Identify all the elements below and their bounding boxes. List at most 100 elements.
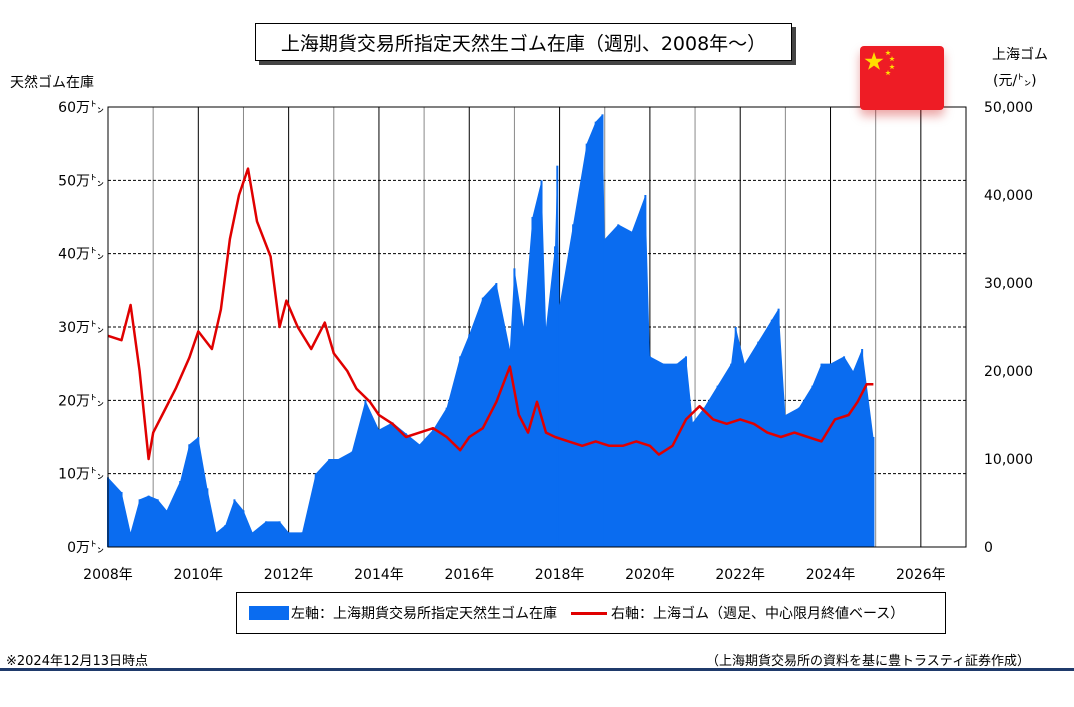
inventory-bar (820, 363, 823, 547)
x-axis-tick-label: 2012年 (264, 567, 314, 583)
inventory-bar (337, 459, 340, 547)
inventory-bar (197, 437, 200, 547)
inventory-bar (829, 363, 832, 547)
inventory-bar (188, 444, 191, 547)
x-axis-tick-label: 2020年 (625, 567, 675, 583)
inventory-bar (165, 510, 168, 547)
inventory-bar (743, 363, 746, 547)
inventory-bar (691, 422, 694, 547)
x-axis-tick-label: 2024年 (806, 567, 856, 583)
x-axis-tick-label: 2022年 (715, 567, 765, 583)
inventory-bar (265, 521, 268, 547)
inventory-bar (730, 363, 733, 547)
inventory-bar (459, 356, 462, 547)
left-axis-tick-label: 30万㌧ (58, 320, 104, 336)
x-axis-tick-label: 2018年 (535, 567, 585, 583)
inventory-bar (630, 231, 633, 547)
flag-star-small (889, 56, 895, 62)
left-axis-tick-label: 50万㌧ (58, 173, 104, 189)
right-axis-title-line1: 上海ゴム (992, 47, 1048, 63)
inventory-bar (522, 327, 525, 547)
inventory-bar (242, 510, 245, 547)
inventory-bar (206, 488, 209, 547)
left-axis-ticks: 0万㌧ 10万㌧ 20万㌧ 30万㌧ 40万㌧ 50万㌧ 60万㌧ (58, 100, 104, 556)
inventory-bar (603, 239, 606, 547)
inventory-bar (811, 385, 814, 547)
left-axis-tick-label: 10万㌧ (58, 467, 104, 483)
inventory-bar (572, 224, 575, 548)
inventory-bar (872, 437, 875, 547)
inventory-bar (716, 385, 719, 547)
inventory-bar (556, 165, 559, 547)
inventory-bar (364, 400, 367, 547)
inventory-bar (481, 297, 484, 547)
inventory-bar (301, 532, 304, 547)
inventory-bar (648, 356, 651, 547)
right-axis-tick-label: 50,000 (984, 100, 1033, 116)
price-line (107, 167, 874, 461)
chart-legend: 左軸：上海期貨交易所指定天然生ゴム在庫 右軸：上海ゴム（週足、中心限月終値ベース… (236, 592, 946, 634)
inventory-bar (558, 305, 561, 547)
x-axis-ticks: 2008年 2010年 2012年 2014年 2016年 2018年 2020年 2022年… (83, 567, 945, 583)
flag-star-large (864, 52, 884, 70)
inventory-bar (432, 429, 435, 547)
inventory-bar (278, 521, 281, 547)
inventory-bar (513, 268, 516, 547)
inventory-bar (675, 363, 678, 547)
inventory-bars (107, 114, 875, 548)
legend-line-swatch (571, 611, 607, 615)
inventory-bar (147, 495, 150, 547)
left-axis-title: 天然ゴム在庫 (10, 75, 94, 91)
inventory-bar (468, 334, 471, 547)
inventory-bar (797, 407, 800, 547)
inventory-bar (314, 473, 317, 547)
left-axis-tick-label: 60万㌧ (58, 100, 104, 116)
inventory-bar (445, 407, 448, 547)
right-axis-tick-label: 30,000 (984, 276, 1033, 292)
inventory-area (108, 114, 874, 547)
inventory-bar (601, 114, 604, 547)
plot-frame (107, 106, 967, 548)
inventory-bar (545, 327, 548, 547)
footnote-source: （上海期貨交易所の資料を基に豊トラスティ証券作成） (706, 654, 1030, 669)
inventory-bar (734, 327, 737, 547)
left-axis-tick-label: 0万㌧ (67, 540, 104, 556)
inventory-bar (777, 308, 780, 547)
inventory-bar (224, 525, 227, 547)
inventory-bar (594, 121, 597, 548)
footnote-date: ※2024年12月13日時点 (6, 654, 149, 669)
right-axis-tick-label: 0 (984, 540, 993, 556)
inventory-bar (215, 532, 218, 547)
inventory-bar (179, 481, 182, 547)
inventory-bar (495, 283, 498, 547)
right-axis-title-line2: (元/㌧) (993, 73, 1037, 89)
left-axis-tick-label: 20万㌧ (58, 393, 104, 409)
legend-bar-label: 左軸：上海期貨交易所指定天然生ゴム在庫 (291, 606, 557, 622)
inventory-bar (617, 224, 620, 548)
inventory-bar (852, 371, 855, 547)
inventory-bar (391, 422, 394, 547)
legend-line-label: 右軸：上海ゴム（週足、中心限月終値ベース） (611, 606, 905, 622)
inventory-bar (843, 356, 846, 547)
inventory-bar (644, 195, 647, 547)
inventory-bar (662, 363, 665, 547)
x-axis-tick-label: 2014年 (354, 567, 404, 583)
china-flag-icon (860, 46, 944, 110)
inventory-bar (377, 429, 380, 547)
x-axis-tick-label: 2026年 (896, 567, 946, 583)
right-axis-tick-label: 40,000 (984, 188, 1033, 204)
inventory-bar (685, 356, 688, 547)
inventory-bar (129, 532, 132, 547)
flag-star-small (885, 70, 891, 76)
flag-star-small (889, 64, 895, 70)
inventory-bar (861, 349, 864, 547)
inventory-bar (120, 492, 123, 547)
inventory-bar (418, 444, 421, 547)
inventory-bar (251, 532, 254, 547)
right-axis-tick-label: 10,000 (984, 452, 1033, 468)
x-axis-tick-label: 2016年 (444, 567, 494, 583)
flag-star-small (885, 50, 891, 56)
inventory-bar (138, 499, 141, 547)
chart-title: 上海期貨交易所指定天然生ゴム在庫（週別、2008年～） (255, 23, 792, 61)
